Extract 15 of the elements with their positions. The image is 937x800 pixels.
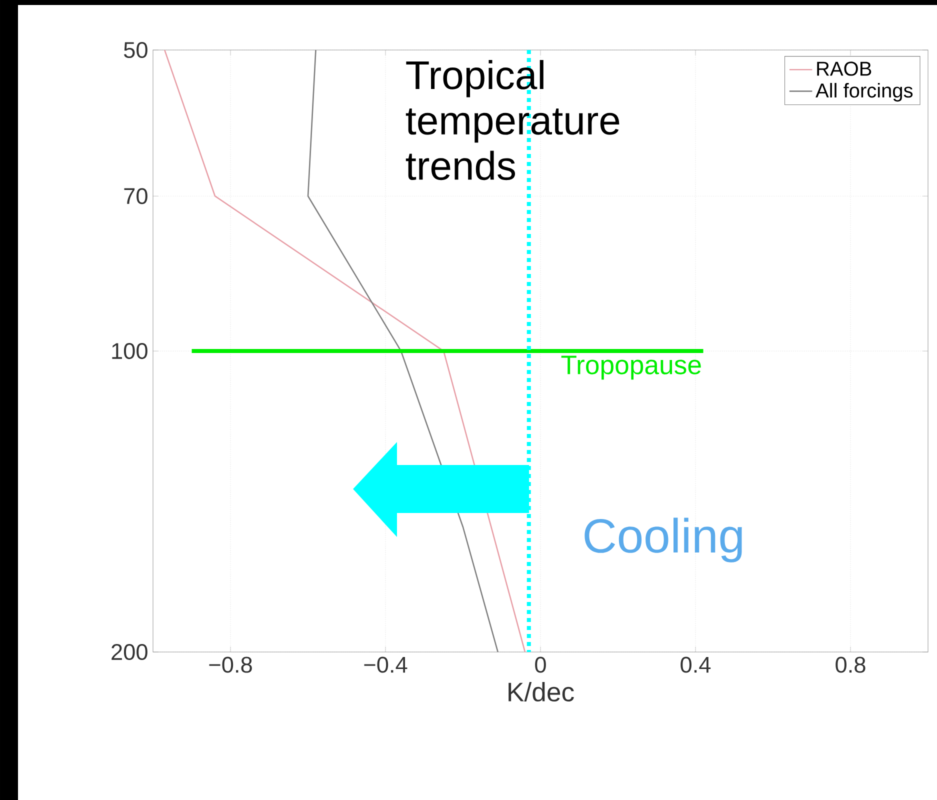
- annotation: Tropical temperature trends: [406, 60, 620, 180]
- x-axis-title: K/dec: [508, 682, 574, 702]
- x-tick-label: −0.8: [209, 656, 252, 673]
- legend-label: RAOB: [817, 62, 872, 76]
- y-tick-label: 200: [112, 644, 148, 660]
- x-tick-label: 0.4: [680, 656, 711, 673]
- x-tick-label: 0: [535, 656, 546, 673]
- x-tick-label: −0.4: [364, 656, 408, 673]
- ref-line-label: Tropopause: [561, 356, 701, 380]
- annotation: Cooling: [584, 518, 742, 562]
- x-tick-label: 0.8: [836, 656, 866, 673]
- y-tick-label: 50: [124, 42, 148, 58]
- y-tick-label: 100: [112, 343, 148, 360]
- legend-label: All forcings: [816, 82, 913, 102]
- y-tick-label: 70: [124, 188, 148, 204]
